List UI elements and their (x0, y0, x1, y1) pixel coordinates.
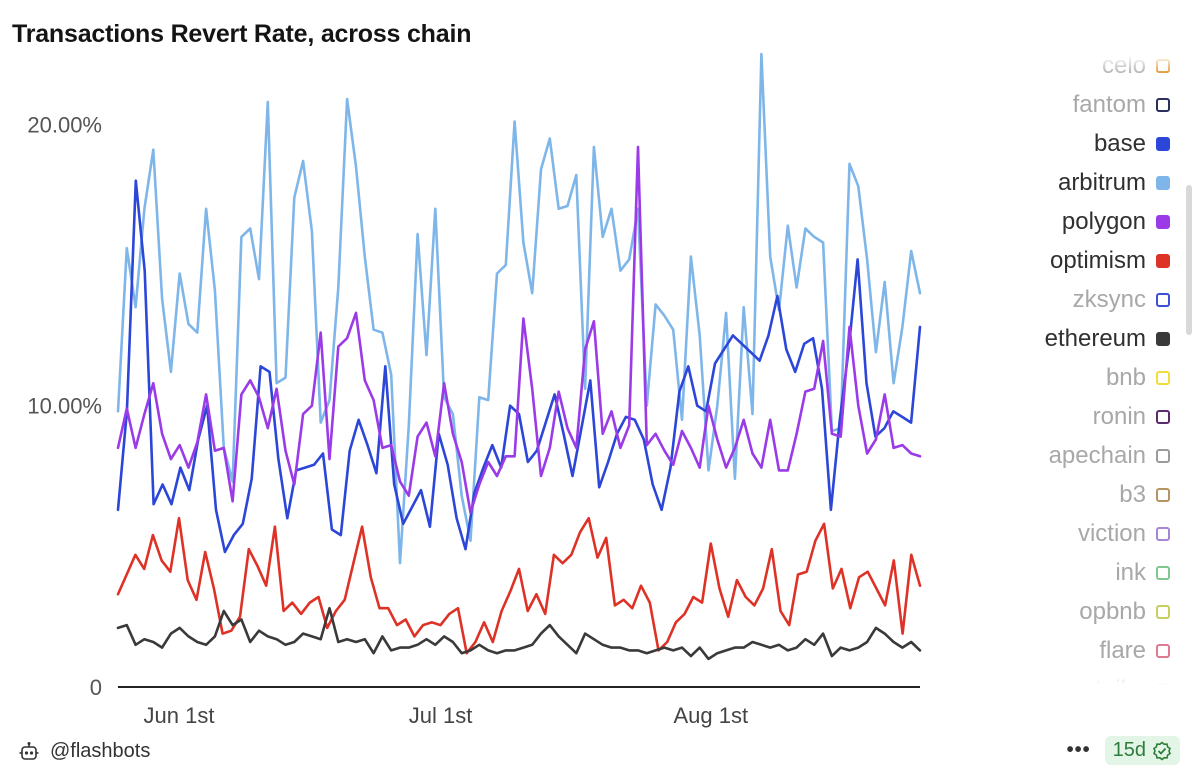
series-line-arbitrum (116, 52, 922, 565)
series-line-optimism (116, 516, 922, 655)
legend-item-flare[interactable]: flare (920, 631, 1170, 670)
line-chart: 0 10.00% 20.00% Jun 1st Jul 1st Aug 1st (27, 52, 922, 728)
legend-item-opbnb[interactable]: opbnb (920, 592, 1170, 631)
legend-swatch (1156, 292, 1170, 307)
y-tick-label: 20.00% (27, 112, 102, 137)
legend-swatch (1156, 682, 1170, 690)
legend-label: viction (1077, 519, 1146, 547)
series-lines (116, 52, 922, 661)
legend-item-apechain[interactable]: apechain (920, 436, 1170, 475)
legend-label: polygon (1061, 207, 1146, 235)
chart-title: Transactions Revert Rate, across chain (12, 20, 472, 48)
x-tick-label: Aug 1st (673, 703, 748, 728)
x-tick-label: Jul 1st (409, 703, 473, 728)
footer-controls: ••• 15d (1067, 736, 1180, 765)
legend-swatch (1156, 331, 1170, 346)
legend-label: ink (1115, 558, 1146, 586)
legend-label: zksync (1072, 285, 1146, 313)
y-tick-label: 0 (90, 675, 102, 700)
legend-item-arbitrum[interactable]: arbitrum (920, 163, 1170, 202)
legend-swatch (1156, 565, 1170, 580)
legend-swatch (1156, 136, 1170, 151)
legend-swatch (1156, 214, 1170, 229)
refresh-badge[interactable]: 15d (1104, 736, 1180, 765)
legend-label: bnb (1105, 363, 1146, 391)
legend[interactable]: celo fantom base arbitrum polygon optimism zks… (920, 50, 1170, 690)
legend-swatch (1156, 175, 1170, 190)
legend-label: celo (1101, 51, 1146, 79)
legend-swatch (1156, 526, 1170, 541)
legend-swatch (1156, 409, 1170, 424)
legend-label: b3 (1119, 480, 1146, 508)
legend-item-base[interactable]: base (920, 124, 1170, 163)
x-axis: Jun 1st Jul 1st Aug 1st (118, 686, 920, 728)
series-line-base (116, 179, 922, 554)
legend-label: arbitrum (1057, 168, 1146, 196)
series-line-polygon (116, 145, 922, 514)
x-tick-label: Jun 1st (144, 703, 215, 728)
legend-label: opbnb (1079, 597, 1146, 625)
footer-handle: @flashbots (50, 740, 151, 762)
legend-item-zksync[interactable]: zksync (920, 280, 1170, 319)
check-circle-icon (1153, 740, 1171, 761)
legend-label: optimism (1049, 246, 1146, 274)
legend-swatch (1156, 97, 1170, 112)
legend-item-ethereum[interactable]: ethereum (920, 319, 1170, 358)
legend-item-celo[interactable]: celo (920, 50, 1170, 85)
legend-item-polygon[interactable]: polygon (920, 202, 1170, 241)
legend-item-viction[interactable]: viction (920, 514, 1170, 553)
legend-swatch (1156, 58, 1170, 73)
y-axis: 0 10.00% 20.00% (27, 112, 102, 700)
legend-label: ronin (1092, 402, 1146, 430)
legend-label: taiko (1095, 675, 1146, 691)
legend-swatch (1156, 253, 1170, 268)
refresh-badge-label: 15d (1112, 739, 1146, 761)
legend-item-fantom[interactable]: fantom (920, 85, 1170, 124)
ellipsis-icon[interactable]: ••• (1066, 739, 1091, 761)
footer-attribution[interactable]: @flashbots (18, 740, 150, 763)
legend-item-taiko[interactable]: taiko (920, 670, 1170, 690)
legend-item-bnb[interactable]: bnb (920, 358, 1170, 397)
legend-swatch (1156, 604, 1170, 619)
legend-item-b3[interactable]: b3 (920, 475, 1170, 514)
legend-item-ink[interactable]: ink (920, 553, 1170, 592)
legend-item-optimism[interactable]: optimism (920, 241, 1170, 280)
legend-swatch (1156, 487, 1170, 502)
legend-scrollbar[interactable] (1186, 185, 1192, 335)
legend-label: base (1093, 129, 1146, 157)
legend-swatch (1156, 643, 1170, 658)
series-line-ethereum (116, 606, 922, 661)
legend-label: ethereum (1044, 324, 1146, 352)
legend-label: apechain (1048, 441, 1146, 469)
robot-icon (19, 741, 39, 760)
legend-swatch (1156, 370, 1170, 385)
legend-item-ronin[interactable]: ronin (920, 397, 1170, 436)
legend-label: flare (1099, 636, 1146, 664)
legend-swatch (1156, 448, 1170, 463)
legend-label: fantom (1072, 90, 1146, 118)
y-tick-label: 10.00% (27, 394, 102, 419)
